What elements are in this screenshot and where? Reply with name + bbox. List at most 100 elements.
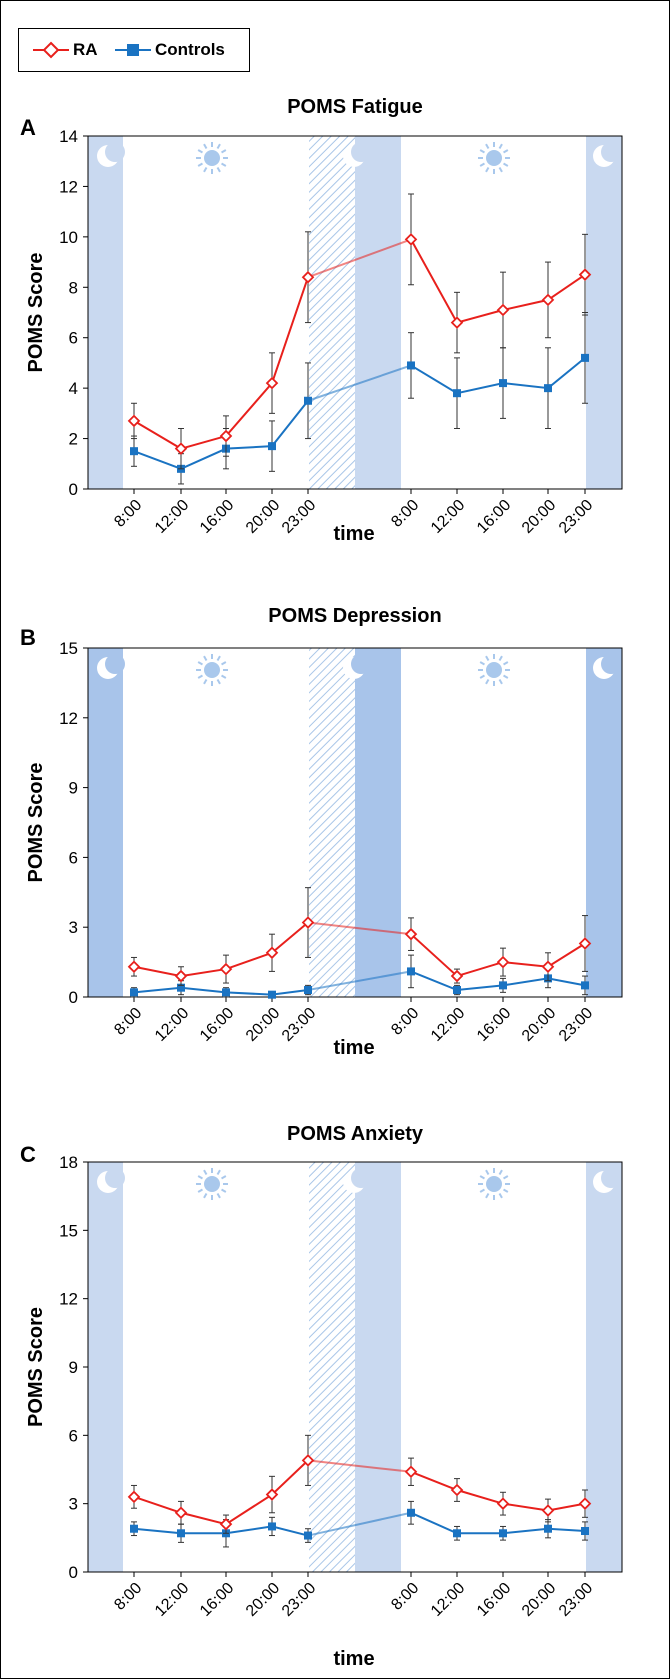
plot-area [87, 647, 623, 998]
data-point-ra [219, 1517, 233, 1531]
data-point-ra [541, 1504, 555, 1517]
data-point-ra [301, 1454, 315, 1467]
panel-letter: C [20, 1142, 36, 1167]
data-point-ra [127, 960, 141, 974]
data-point-controls [268, 1522, 276, 1531]
series-line [410, 1511, 586, 1535]
series-line [133, 276, 309, 450]
plot-area [87, 135, 623, 490]
data-point-ra [174, 442, 188, 455]
data-point-ra [496, 955, 510, 969]
chart-title: POMS Depression [268, 605, 441, 627]
data-point-ra [541, 293, 555, 307]
x-tick-label: 23:00 [279, 1580, 319, 1620]
data-point-ra [404, 1465, 418, 1479]
x-tick-label: 12:00 [428, 497, 468, 537]
data-point-controls [499, 981, 507, 990]
data-point-ra [541, 960, 555, 974]
series-line [410, 970, 586, 992]
hatched-band [309, 1162, 355, 1572]
legend-markers [33, 41, 151, 59]
hatched-band [309, 136, 355, 489]
x-tick-label: 23:00 [556, 1005, 596, 1045]
sun-icon [196, 142, 228, 174]
data-point-controls [499, 379, 507, 388]
data-point-controls [177, 1529, 185, 1538]
series-bridge-line [307, 364, 412, 402]
x-tick-label: 20:00 [243, 1580, 283, 1620]
x-tick-label: 20:00 [519, 497, 559, 537]
series-bridge-line [307, 238, 412, 279]
series-ra [127, 193, 592, 470]
data-point-controls [268, 442, 276, 451]
night-band-left [88, 136, 123, 489]
data-point-controls [130, 1524, 138, 1533]
data-point-ra [404, 927, 418, 941]
data-point-controls [304, 396, 312, 405]
data-point-controls [453, 389, 461, 398]
x-tick-label: 12:00 [152, 1580, 192, 1620]
y-tick-label: 12 [59, 177, 78, 196]
series-bridge-line [307, 1459, 412, 1473]
series-ra [127, 887, 592, 986]
x-tick-label: 20:00 [519, 1580, 559, 1620]
controls-marker-icon [127, 44, 139, 56]
data-point-ra [578, 1497, 592, 1510]
series-line [133, 986, 309, 996]
data-point-controls [268, 990, 276, 999]
data-point-controls [581, 981, 589, 990]
series-ra [127, 1434, 592, 1534]
x-tick-label: 8:00 [388, 497, 422, 531]
data-point-controls [453, 986, 461, 995]
night-band-middle [355, 648, 401, 997]
data-point-ra [301, 270, 315, 284]
data-point-ra [578, 268, 592, 281]
y-tick-label: 0 [69, 988, 78, 1007]
x-tick-label: 16:00 [197, 1005, 237, 1045]
data-point-controls [130, 988, 138, 997]
data-point-controls [407, 967, 415, 976]
y-tick-label: 6 [69, 848, 78, 867]
data-point-ra [404, 233, 418, 246]
data-point-controls [453, 1529, 461, 1538]
data-point-controls [222, 988, 230, 997]
series-line [133, 1459, 309, 1526]
data-point-ra [578, 937, 592, 950]
x-tick-label: 16:00 [197, 1580, 237, 1620]
legend-label-controls: Controls [155, 40, 225, 59]
series-line [410, 357, 586, 395]
data-point-ra [265, 946, 279, 960]
panel-letter: B [20, 625, 36, 650]
data-point-controls [544, 384, 552, 393]
data-point-ra [174, 969, 188, 983]
y-tick-label: 0 [69, 480, 78, 499]
x-tick-label: 8:00 [111, 1005, 145, 1039]
y-tick-label: 18 [59, 1153, 78, 1172]
y-tick-label: 3 [69, 918, 78, 937]
y-tick-label: 9 [69, 779, 78, 798]
data-point-controls [499, 1529, 507, 1538]
x-tick-label: 12:00 [152, 1005, 192, 1045]
x-tick-label: 23:00 [279, 497, 319, 537]
y-tick-label: 6 [69, 329, 78, 348]
sun-icon [196, 1168, 228, 1200]
data-point-controls [304, 1531, 312, 1540]
sun-icon [478, 142, 510, 174]
data-point-controls [407, 361, 415, 370]
chart-title: POMS Fatigue [287, 96, 423, 118]
x-tick-label: 16:00 [474, 1005, 514, 1045]
data-point-ra [127, 1490, 141, 1504]
series-bridge-line [307, 970, 412, 992]
series-controls [130, 954, 589, 999]
data-point-controls [407, 1508, 415, 1517]
x-tick-label: 20:00 [243, 497, 283, 537]
panel-letter: A [20, 115, 36, 140]
data-point-ra [450, 1483, 464, 1497]
y-tick-label: 9 [69, 1358, 78, 1377]
y-axis-label: POMS Score [25, 252, 47, 372]
y-tick-label: 15 [59, 1221, 78, 1240]
data-point-ra [265, 1488, 279, 1501]
